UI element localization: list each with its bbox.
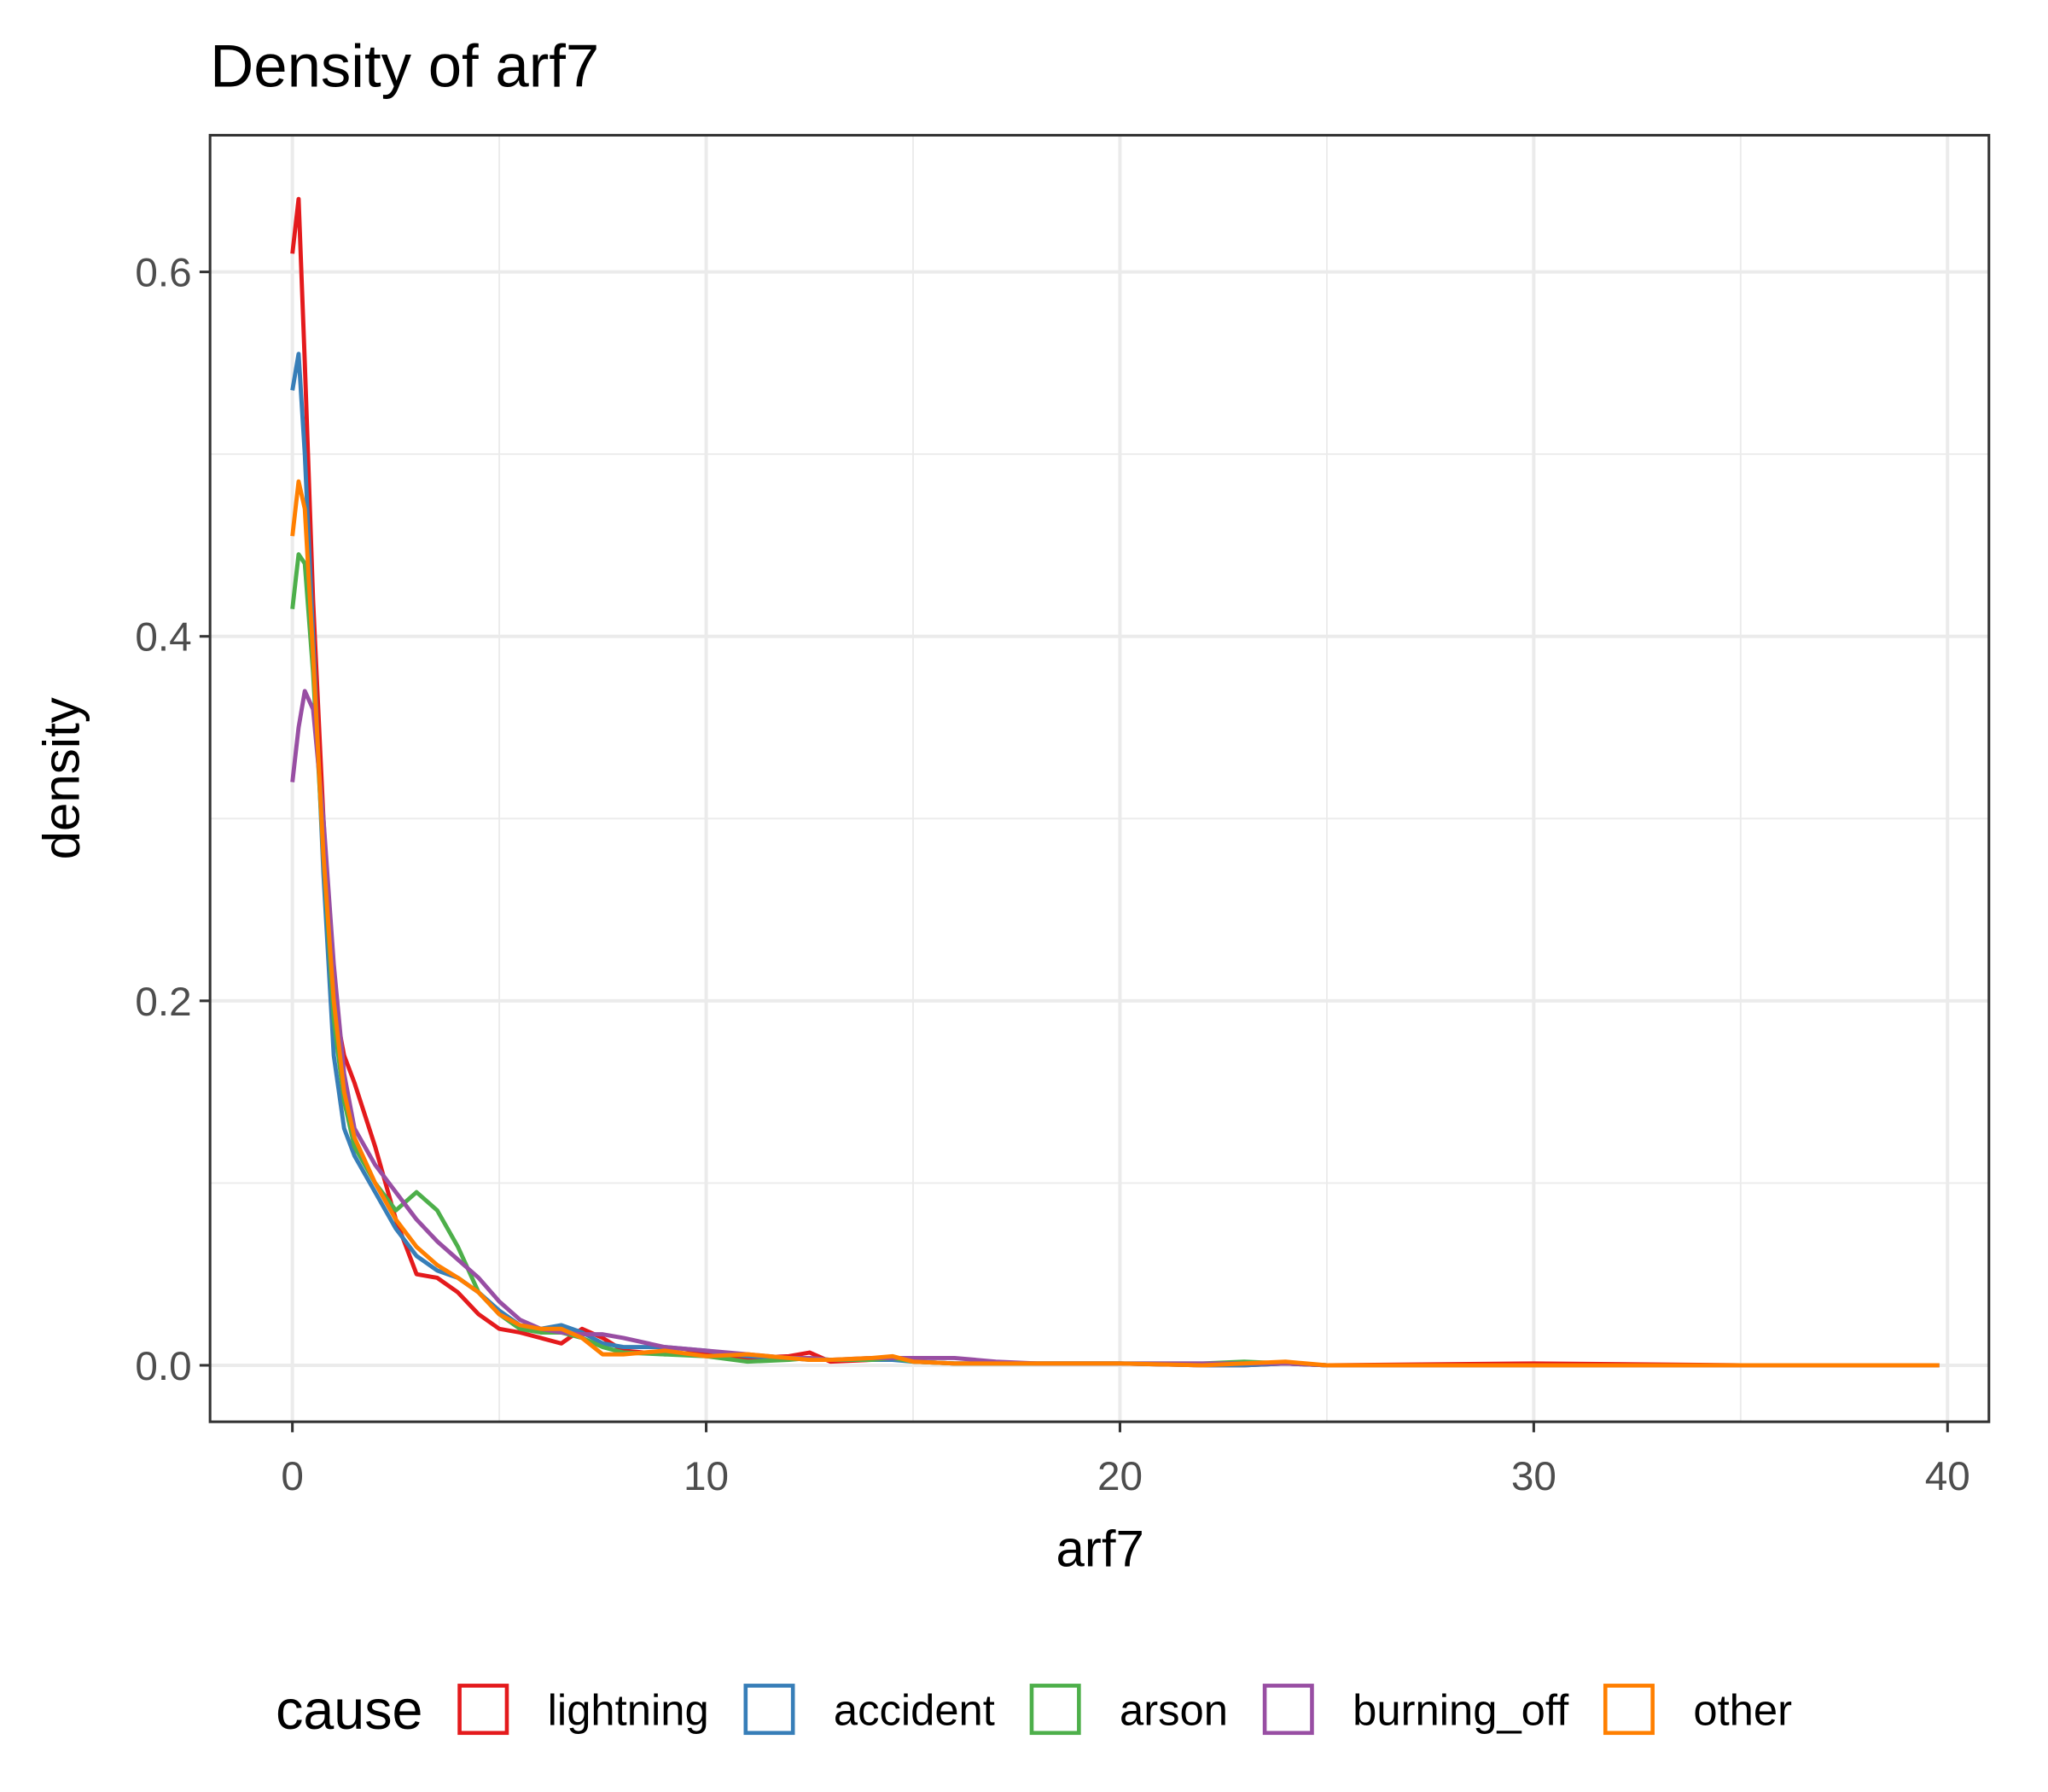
legend-label: accident (834, 1686, 995, 1735)
x-tick-label: 30 (1511, 1454, 1556, 1499)
plot-border (208, 133, 1991, 1423)
legend-label: lightning (548, 1686, 709, 1735)
plot-background (210, 135, 1989, 1423)
legend-key (1603, 1684, 1655, 1736)
y-tick-label: 0.4 (135, 615, 191, 660)
legend-label: burning_off (1353, 1686, 1569, 1735)
x-tick-label: 10 (684, 1454, 729, 1499)
legend-label: other (1693, 1686, 1792, 1735)
x-axis-label: arf7 (1056, 1520, 1144, 1577)
y-tick-label: 0.0 (135, 1344, 191, 1389)
x-tick-label: 0 (281, 1454, 304, 1499)
density-line (290, 479, 1940, 1368)
x-tick-label: 20 (1097, 1454, 1143, 1499)
legend-title: cause (276, 1679, 422, 1741)
legend-key (1262, 1684, 1314, 1736)
legend-key (457, 1684, 509, 1736)
y-tick-label: 0.2 (135, 980, 191, 1025)
y-axis-label: density (32, 697, 90, 859)
y-tick-label: 0.6 (135, 251, 191, 296)
legend-label: arson (1120, 1686, 1228, 1735)
x-tick-label: 40 (1925, 1454, 1970, 1499)
chart-title: Density of arf7 (210, 32, 599, 100)
legend-key (1029, 1684, 1081, 1736)
legend-key (743, 1684, 795, 1736)
